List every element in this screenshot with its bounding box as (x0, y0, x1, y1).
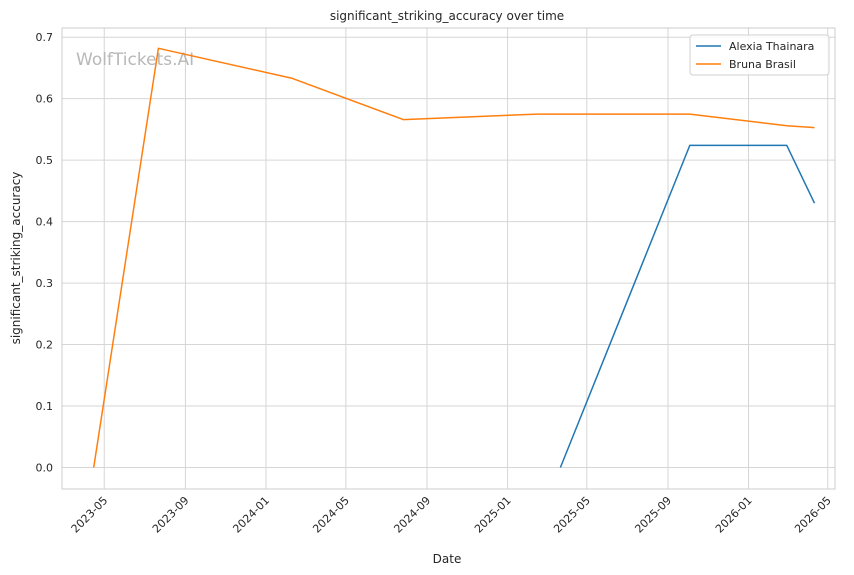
x-tick-label: 2026-05 (792, 494, 834, 536)
series-layer (92, 47, 816, 468)
x-tick-label: 2025-05 (551, 494, 593, 536)
x-tick-label: 2024-01 (230, 494, 272, 536)
x-axis-title: Date (433, 552, 462, 566)
plot-frame (61, 27, 836, 490)
x-tick-label: 2023-09 (150, 494, 192, 536)
x-tick-label: 2024-09 (391, 494, 433, 536)
x-tick-label: 2025-01 (472, 494, 514, 536)
x-tick-label: 2024-05 (310, 494, 352, 536)
legend: Alexia Thainara Bruna Brasil (689, 34, 830, 76)
x-tick-label: 2025-09 (632, 494, 674, 536)
legend-box (689, 34, 830, 76)
grid (62, 28, 835, 489)
y-tick-labels: 0.0 0.1 0.2 0.3 0.4 0.5 0.6 0.7 (36, 31, 54, 474)
legend-label: Alexia Thainara (729, 40, 814, 53)
y-axis-title: significant_striking_accuracy (9, 172, 23, 345)
series-line-alexia-thainara (559, 144, 816, 468)
x-tick-label: 2026-01 (713, 494, 755, 536)
y-tick-label: 0.7 (36, 31, 54, 44)
y-tick-label: 0.5 (36, 154, 54, 167)
watermark: WolfTickets.AI (76, 50, 194, 70)
y-tick-label: 0.0 (36, 461, 54, 474)
x-tick-labels: 2023-05 2023-09 2024-01 2024-05 2024-09 2025-… (69, 494, 834, 536)
legend-label: Bruna Brasil (729, 58, 796, 71)
y-tick-label: 0.4 (36, 216, 54, 229)
y-tick-label: 0.3 (36, 277, 54, 290)
chart-title: significant_striking_accuracy over time (330, 9, 564, 23)
x-tick-label: 2023-05 (69, 494, 111, 536)
y-tick-label: 0.2 (36, 339, 54, 352)
y-tick-label: 0.1 (36, 400, 54, 413)
series-line-bruna-brasil (92, 47, 815, 468)
y-tick-label: 0.6 (36, 93, 54, 106)
